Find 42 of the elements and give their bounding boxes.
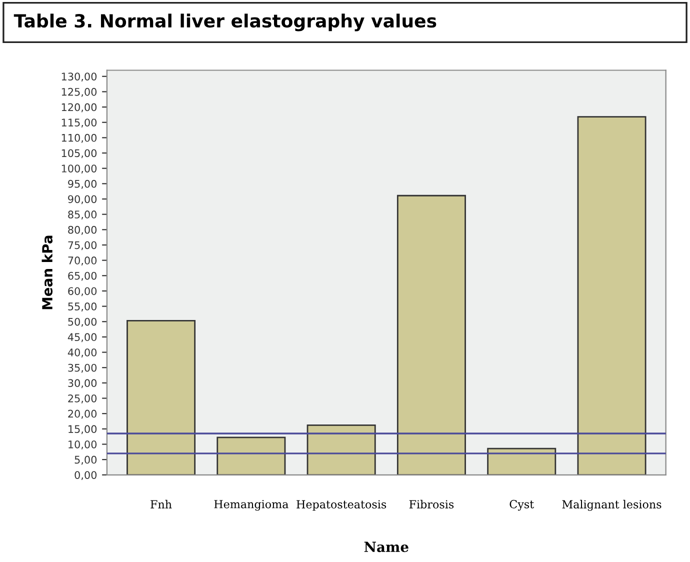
y-tick-label: 10,00 xyxy=(68,440,97,450)
y-tick-label: 125,00 xyxy=(62,88,97,97)
y-tick-label: 105,00 xyxy=(62,149,97,158)
y-axis-title: Mean kPa xyxy=(42,236,53,310)
y-tick-label: 70,00 xyxy=(68,256,97,266)
y-tick-label: 40,00 xyxy=(68,348,97,358)
y-tick-label: 45,00 xyxy=(68,333,97,342)
y-tick-label: 35,00 xyxy=(68,364,97,373)
x-axis-title: Name xyxy=(364,542,408,552)
y-tick-label: 120,00 xyxy=(62,103,97,112)
bar xyxy=(577,116,646,475)
bar xyxy=(487,448,556,475)
y-tick-label: 75,00 xyxy=(68,241,97,250)
y-tick-label: 130,00 xyxy=(62,72,97,82)
chart-title: Table 3. Normal liver elastography values xyxy=(14,14,436,32)
y-tick-label: 110,00 xyxy=(62,134,97,143)
y-tick-label: 95,00 xyxy=(68,180,97,189)
bar xyxy=(216,436,286,475)
x-tick-label: Fnh xyxy=(150,500,172,508)
y-tick-label: 80,00 xyxy=(68,226,97,235)
x-tick-label: Fibrosis xyxy=(409,500,454,508)
y-tick-label: 5,00 xyxy=(74,456,97,465)
y-tick-label: 100,00 xyxy=(62,164,97,174)
bar xyxy=(126,320,196,475)
y-tick-label: 60,00 xyxy=(68,287,97,296)
y-tick-label: 85,00 xyxy=(68,210,97,220)
y-tick-label: 65,00 xyxy=(68,272,97,281)
y-tick-label: 25,00 xyxy=(68,394,97,404)
x-tick-label: Malignant lesions xyxy=(562,500,662,511)
bar xyxy=(306,424,376,475)
y-tick-label: 30,00 xyxy=(68,379,97,388)
bar xyxy=(396,194,466,475)
x-tick-label: Hemangioma xyxy=(214,500,288,511)
y-tick-label: 0,00 xyxy=(74,471,97,480)
x-tick-label: Cyst xyxy=(510,500,534,511)
y-tick-label: 20,00 xyxy=(68,410,97,419)
y-tick-label: 115,00 xyxy=(62,118,97,128)
y-tick-label: 55,00 xyxy=(68,302,97,312)
x-tick-label: Hepatosteatosis xyxy=(296,500,386,511)
y-tick-label: 50,00 xyxy=(68,318,97,327)
y-tick-label: 90,00 xyxy=(68,195,97,204)
y-tick-label: 15,00 xyxy=(68,425,97,434)
